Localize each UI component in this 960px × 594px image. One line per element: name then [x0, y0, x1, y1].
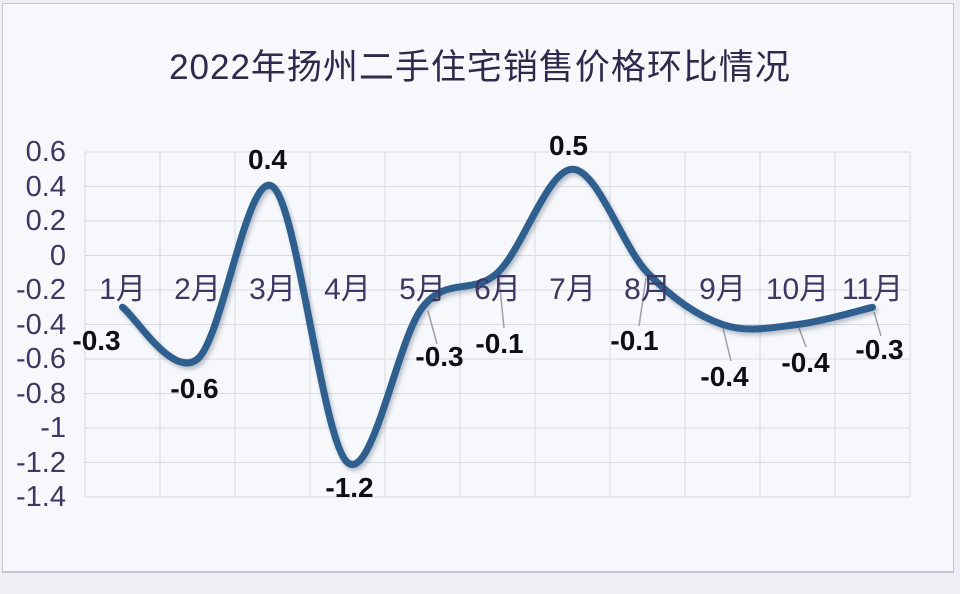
data-label: 0.4	[248, 143, 287, 175]
x-axis-label: 9月	[699, 273, 746, 306]
x-axis-label: 1月	[99, 273, 146, 306]
leader-lines	[427, 277, 882, 362]
y-tick-label: -0.4	[16, 308, 66, 341]
data-label: 0.5	[549, 130, 588, 162]
y-tick-label: -0.8	[16, 377, 66, 410]
data-label: -0.3	[415, 341, 464, 373]
chart-frame	[2, 3, 954, 573]
x-axis-label: 2月	[174, 273, 221, 306]
y-tick-label: -1.2	[16, 446, 66, 479]
y-tick-label: 0.4	[25, 170, 66, 203]
y-tick-label: 0	[49, 239, 66, 272]
data-label: -0.4	[700, 360, 749, 392]
y-tick-label: 0.2	[25, 205, 66, 237]
x-axis-label: 10月	[765, 273, 830, 306]
data-label: -0.4	[781, 346, 830, 378]
x-axis-label: 6月	[474, 273, 521, 306]
y-tick-label: -1.4	[16, 481, 66, 513]
x-axis-label: 5月	[399, 273, 446, 306]
x-axis-label: 7月	[549, 273, 596, 306]
series-line	[119, 165, 876, 468]
x-axis-label: 8月	[624, 273, 671, 306]
data-label: -0.3	[855, 334, 904, 366]
data-label: -0.1	[610, 324, 659, 356]
x-axis-label: 11月	[841, 273, 904, 306]
data-label: -0.3	[72, 325, 121, 357]
y-tick-label: 0.6	[25, 136, 66, 168]
data-label: -0.1	[475, 327, 524, 359]
data-label: -0.6	[170, 373, 219, 404]
y-tick-label: -0.2	[16, 274, 66, 306]
chart-title: 2022年扬州二手住宅销售价格环比情况	[169, 48, 791, 87]
x-axis-label: 4月	[324, 273, 371, 306]
data-label: -1.2	[325, 471, 374, 503]
y-tick-label: -1	[40, 412, 66, 444]
x-axis-label: 3月	[249, 273, 296, 306]
y-tick-label: -0.6	[16, 343, 66, 375]
